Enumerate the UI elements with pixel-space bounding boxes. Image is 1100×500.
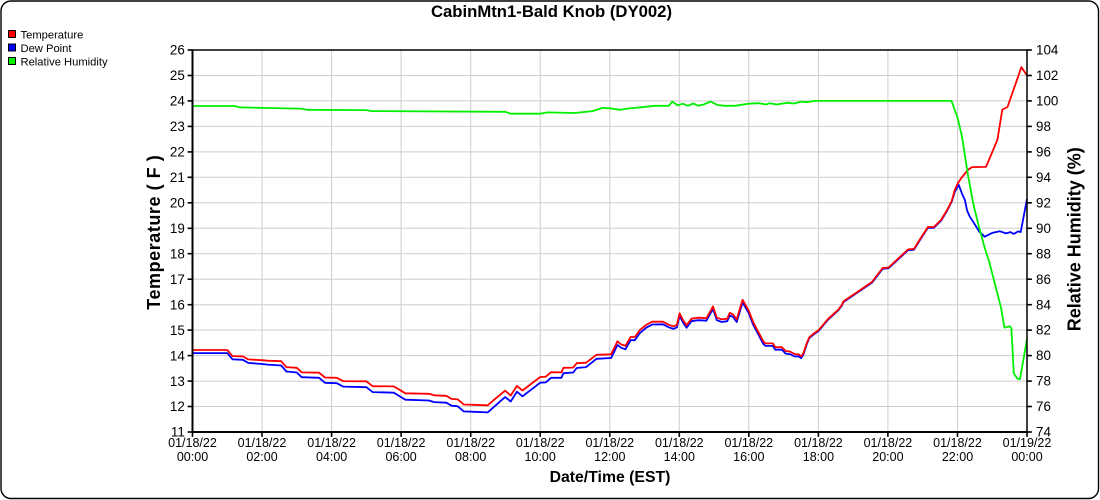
svg-text:14: 14 <box>170 348 185 363</box>
svg-text:102: 102 <box>1036 68 1058 83</box>
svg-text:82: 82 <box>1036 323 1051 338</box>
svg-text:104: 104 <box>1036 43 1059 58</box>
svg-text:02:00: 02:00 <box>246 450 277 464</box>
svg-text:01/18/22: 01/18/22 <box>585 436 634 450</box>
svg-text:01/18/22: 01/18/22 <box>933 436 982 450</box>
svg-text:88: 88 <box>1036 246 1051 261</box>
svg-text:76: 76 <box>1036 399 1051 414</box>
svg-text:04:00: 04:00 <box>316 450 347 464</box>
svg-text:94: 94 <box>1036 170 1051 185</box>
svg-text:01/18/22: 01/18/22 <box>446 436 495 450</box>
svg-text:Relative Humidity (%): Relative Humidity (%) <box>1065 147 1085 331</box>
svg-text:20:00: 20:00 <box>872 450 903 464</box>
svg-text:16: 16 <box>170 297 185 312</box>
svg-text:01/18/22: 01/18/22 <box>307 436 356 450</box>
svg-text:01/18/22: 01/18/22 <box>168 436 217 450</box>
svg-text:24: 24 <box>170 94 185 109</box>
svg-text:00:00: 00:00 <box>1011 450 1042 464</box>
svg-text:01/18/22: 01/18/22 <box>655 436 704 450</box>
svg-text:21: 21 <box>170 170 185 185</box>
svg-text:10:00: 10:00 <box>525 450 556 464</box>
svg-text:13: 13 <box>170 374 185 389</box>
svg-text:01/19/22: 01/19/22 <box>1003 436 1052 450</box>
svg-text:14:00: 14:00 <box>664 450 695 464</box>
svg-text:78: 78 <box>1036 374 1051 389</box>
svg-text:15: 15 <box>170 323 185 338</box>
svg-text:26: 26 <box>170 43 185 58</box>
svg-text:Temperature ( F ): Temperature ( F ) <box>144 155 164 310</box>
svg-text:80: 80 <box>1036 348 1051 363</box>
svg-text:CabinMtn1-Bald Knob (DY002): CabinMtn1-Bald Knob (DY002) <box>431 2 672 21</box>
svg-text:08:00: 08:00 <box>455 450 486 464</box>
svg-text:23: 23 <box>170 119 185 134</box>
svg-text:22:00: 22:00 <box>942 450 973 464</box>
svg-text:98: 98 <box>1036 119 1051 134</box>
svg-text:18:00: 18:00 <box>803 450 834 464</box>
svg-text:18: 18 <box>170 246 185 261</box>
svg-text:01/18/22: 01/18/22 <box>516 436 565 450</box>
svg-text:100: 100 <box>1036 94 1058 109</box>
svg-text:74: 74 <box>1036 425 1051 440</box>
svg-text:90: 90 <box>1036 221 1051 236</box>
svg-text:16:00: 16:00 <box>733 450 764 464</box>
svg-text:84: 84 <box>1036 297 1051 312</box>
svg-text:01/18/22: 01/18/22 <box>377 436 426 450</box>
svg-text:22: 22 <box>170 145 185 160</box>
svg-text:Relative Humidity: Relative Humidity <box>21 56 108 68</box>
svg-text:Date/Time (EST): Date/Time (EST) <box>550 469 671 486</box>
svg-text:86: 86 <box>1036 272 1051 287</box>
svg-text:17: 17 <box>170 272 185 287</box>
svg-text:96: 96 <box>1036 145 1051 160</box>
svg-text:01/18/22: 01/18/22 <box>864 436 913 450</box>
svg-text:19: 19 <box>170 221 185 236</box>
svg-text:12: 12 <box>170 399 185 414</box>
svg-text:01/18/22: 01/18/22 <box>238 436 287 450</box>
svg-text:25: 25 <box>170 68 185 83</box>
svg-text:12:00: 12:00 <box>594 450 625 464</box>
svg-text:11: 11 <box>171 425 185 440</box>
svg-text:01/18/22: 01/18/22 <box>724 436 773 450</box>
svg-text:Dew Point: Dew Point <box>21 43 73 55</box>
svg-text:06:00: 06:00 <box>385 450 416 464</box>
svg-text:Temperature: Temperature <box>21 29 84 41</box>
svg-text:01/18/22: 01/18/22 <box>794 436 843 450</box>
svg-text:20: 20 <box>170 196 185 211</box>
svg-text:92: 92 <box>1036 195 1051 210</box>
svg-text:00:00: 00:00 <box>177 450 208 464</box>
